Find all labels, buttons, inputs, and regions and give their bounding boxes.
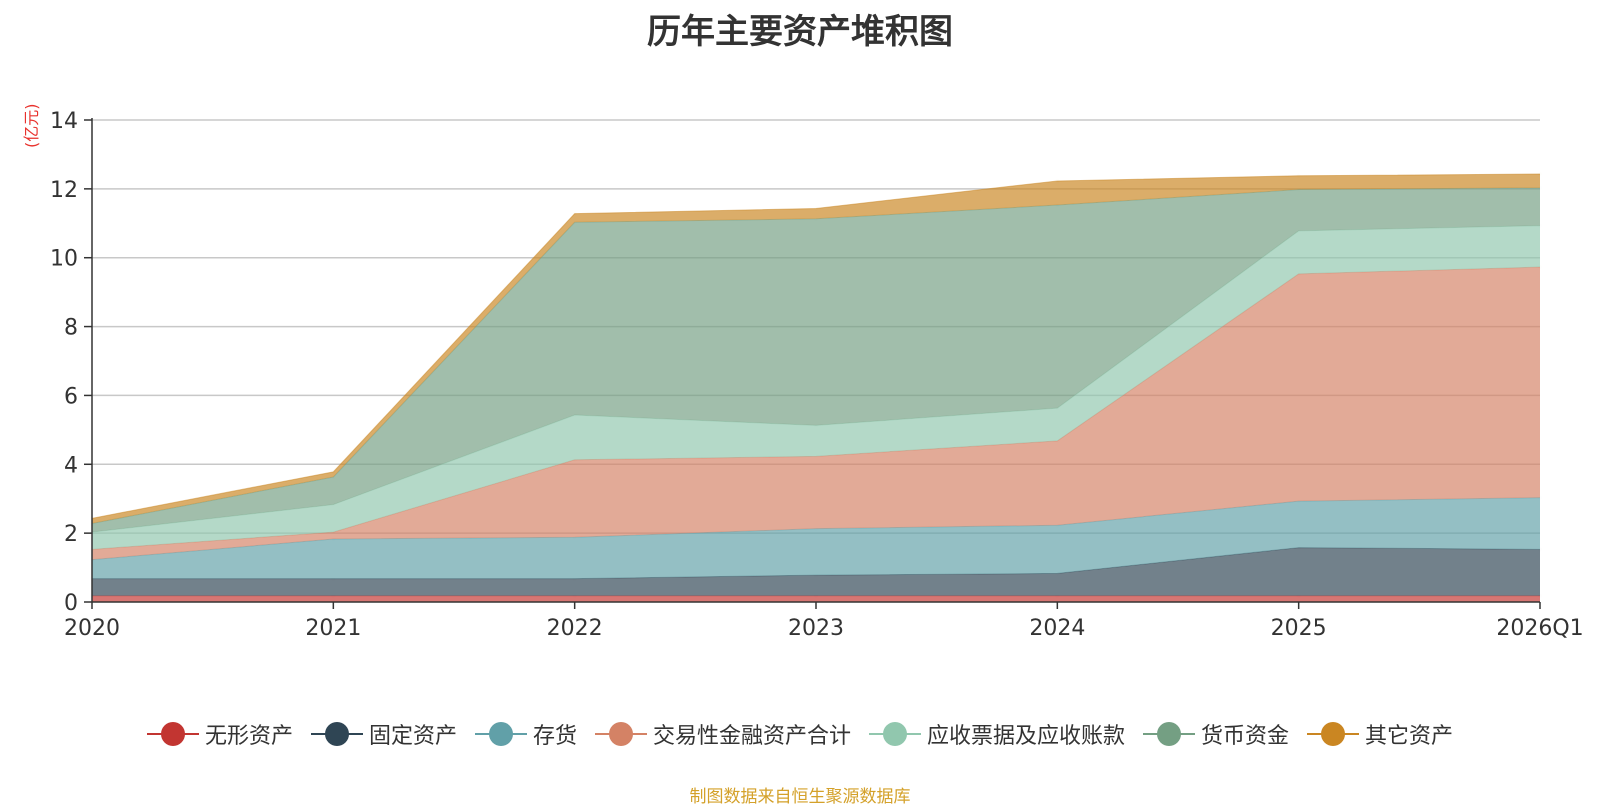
legend-label: 其它资产 [1365, 724, 1454, 749]
source-note: 制图数据来自恒生聚源数据库 [689, 787, 911, 807]
point-其它资产-2025[interactable] [1297, 174, 1301, 178]
point-其它资产-2024[interactable] [1055, 179, 1059, 183]
x-tick-label: 2021 [305, 616, 361, 641]
legend-item[interactable]: 货币资金 [1143, 718, 1289, 750]
legend-marker-dot [324, 722, 349, 746]
legend: 无形资产 固定资产 存货 交易性金融资产合计 应收票据及应收账款 货币资金 其它资产 [0, 718, 1600, 750]
x-tick-label: 2024 [1029, 616, 1085, 641]
legend-marker-icon [474, 721, 527, 747]
chart-plot: 0 2 4 6 8 10 12 14 2020 2021 2022 2023 2024 2025 2026Q… [50, 109, 1584, 641]
series-line-固定资产 [92, 547, 1541, 580]
area-货币资金[interactable] [92, 187, 1540, 533]
legend-item[interactable]: 无形资产 [146, 718, 293, 750]
legend-marker-dot [883, 722, 907, 746]
legend-item[interactable]: 存货 [474, 718, 577, 750]
area-series [91, 172, 1542, 602]
legend-marker-dot [1157, 722, 1182, 746]
area-存货[interactable] [92, 497, 1540, 579]
legend-label: 存货 [532, 724, 577, 749]
legend-label: 无形资产 [204, 724, 293, 749]
area-交易性金融资产合计[interactable] [92, 267, 1540, 560]
legend-marker-icon [146, 721, 199, 747]
axes: 0 2 4 6 8 10 12 14 2020 2021 2022 2023 2024 2025 2026Q… [50, 109, 1584, 641]
y-tick-label: 10 [50, 247, 78, 272]
legend-marker-icon [1307, 721, 1360, 747]
point-其它资产-2026Q1[interactable] [1538, 172, 1542, 176]
legend-marker-dot [488, 722, 513, 746]
legend-label: 固定资产 [368, 724, 457, 749]
x-tick-label: 2022 [547, 616, 603, 641]
y-tick-label: 12 [50, 178, 78, 203]
series-line-其它资产 [91, 173, 1541, 519]
legend-item[interactable]: 其它资产 [1307, 718, 1453, 750]
legend-label: 应收票据及应收账款 [927, 724, 1126, 749]
legend-item[interactable]: 应收票据及应收账款 [869, 718, 1125, 750]
legend-marker-dot [160, 722, 185, 746]
area-固定资产[interactable] [92, 547, 1540, 596]
y-tick-label: 4 [64, 453, 78, 478]
point-其它资产-2021[interactable] [331, 470, 335, 474]
legend-item[interactable]: 交易性金融资产合计 [594, 718, 851, 750]
chart-title: 历年主要资产堆积图 [647, 12, 953, 52]
legend-marker-icon [310, 721, 363, 747]
x-tick-label: 2025 [1271, 616, 1327, 641]
x-tick-label: 2026Q1 [1496, 616, 1583, 641]
legend-label: 交易性金融资产合计 [652, 724, 851, 749]
point-其它资产-2023[interactable] [814, 206, 818, 210]
area-应收票据及应收账款[interactable] [92, 225, 1540, 550]
y-tick-label: 8 [64, 316, 78, 341]
legend-marker-dot [1321, 722, 1346, 746]
legend-marker-dot [608, 722, 633, 746]
legend-item[interactable]: 固定资产 [310, 718, 457, 750]
legend-marker-icon [1143, 721, 1196, 747]
point-其它资产-2022[interactable] [573, 212, 577, 216]
area-无形资产[interactable] [92, 595, 1540, 602]
legend-marker-icon [869, 721, 921, 747]
legend-marker-icon [594, 721, 647, 747]
x-tick-label: 2020 [64, 616, 120, 641]
x-tick-label: 2023 [788, 616, 844, 641]
y-tick-label: 6 [64, 384, 78, 409]
y-tick-label: 2 [64, 522, 78, 547]
legend-label: 货币资金 [1201, 724, 1290, 749]
y-tick-label: 14 [50, 109, 78, 134]
y-tick-label: 0 [64, 591, 78, 616]
